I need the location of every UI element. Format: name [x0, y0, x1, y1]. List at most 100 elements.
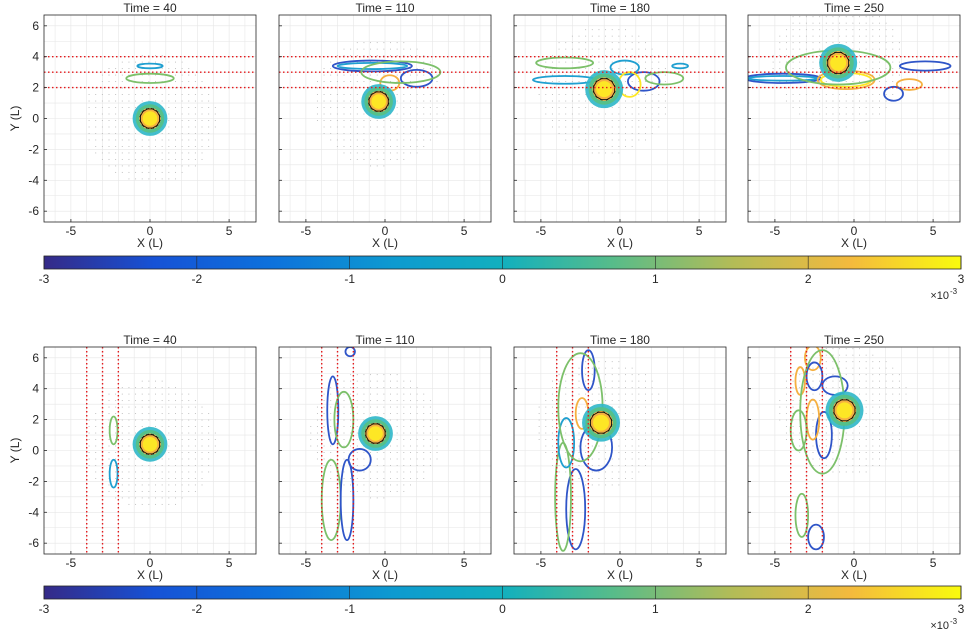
velocity-dot [825, 367, 827, 369]
vortex-arrows [139, 107, 161, 130]
velocity-dot [376, 74, 378, 76]
velocity-dot [605, 380, 607, 382]
velocity-dot [625, 374, 626, 376]
velocity-dot [644, 426, 646, 427]
velocity-dot [101, 413, 103, 415]
velocity-dot [121, 126, 123, 128]
velocity-dot [878, 29, 880, 31]
velocity-dot [194, 439, 196, 440]
velocity-dot [174, 61, 176, 63]
velocity-dot [121, 477, 123, 479]
velocity-dot [135, 100, 137, 102]
velocity-dot [88, 113, 90, 115]
velocity-dot [651, 426, 653, 427]
velocity-dot [538, 432, 540, 434]
velocity-dot [872, 465, 874, 466]
velocity-dot [194, 126, 196, 128]
velocity-dot [865, 367, 867, 369]
velocity-dot [558, 120, 560, 121]
velocity-dot [168, 452, 170, 453]
velocity-dot [128, 94, 130, 95]
velocity-dot [565, 393, 567, 395]
velocity-dot [551, 445, 553, 447]
velocity-dot [403, 48, 405, 50]
velocity-dot [832, 120, 834, 121]
velocity-dot [892, 29, 894, 31]
colorbar-tick-label: 2 [805, 602, 812, 616]
velocity-dot [121, 497, 123, 499]
velocity-dot [161, 400, 163, 402]
velocity-dot [161, 413, 163, 415]
velocity-dot [336, 465, 338, 466]
velocity-dot [383, 165, 385, 167]
velocity-dot [571, 400, 573, 402]
velocity-dot [625, 452, 626, 453]
velocity-dot [605, 477, 607, 479]
velocity-dot [638, 94, 640, 95]
velocity-dot [194, 471, 196, 473]
velocity-dot [565, 458, 567, 460]
velocity-dot [174, 74, 176, 76]
velocity-dot [323, 393, 325, 395]
velocity-dot [323, 406, 325, 408]
velocity-dot [155, 61, 156, 63]
velocity-dot [832, 29, 834, 31]
velocity-dot [188, 120, 190, 121]
velocity-dot [343, 439, 345, 440]
velocity-dot [872, 439, 874, 440]
velocity-dot [578, 139, 580, 141]
velocity-dot [832, 126, 834, 128]
velocity-dot [416, 139, 418, 141]
velocity-dot [101, 445, 103, 447]
velocity-dot [878, 16, 880, 18]
velocity-dot [416, 55, 418, 57]
velocity-dot [618, 465, 620, 466]
velocity-dot [363, 419, 365, 421]
velocity-dot [330, 61, 332, 63]
velocity-dot [812, 107, 814, 108]
velocity-dot [598, 35, 600, 37]
velocity-dot [396, 81, 398, 83]
velocity-dot [409, 48, 411, 50]
velocity-dot [181, 61, 183, 63]
velocity-dot [128, 477, 130, 479]
velocity-dot [121, 419, 123, 421]
velocity-dot [194, 426, 196, 427]
velocity-dot [396, 471, 398, 473]
velocity-dot [591, 465, 593, 466]
velocity-dot [785, 400, 787, 402]
velocity-dot [416, 445, 418, 447]
velocity-dot [330, 68, 332, 70]
velocity-dot [363, 452, 365, 453]
velocity-dot [618, 484, 620, 486]
velocity-dot [121, 439, 123, 440]
velocity-dot [121, 81, 123, 83]
velocity-dot [128, 100, 130, 102]
velocity-dot [201, 471, 203, 473]
velocity-dot [839, 445, 841, 447]
velocity-dot [174, 419, 176, 421]
velocity-dot [376, 477, 378, 479]
velocity-dot [403, 387, 405, 389]
velocity-dot [832, 94, 834, 95]
velocity-dot [141, 413, 143, 415]
velocity-dot [865, 458, 867, 460]
velocity-dot [115, 171, 117, 173]
velocity-dot [356, 406, 358, 408]
velocity-dot [88, 452, 90, 453]
velocity-dot [101, 87, 103, 89]
velocity-dot [383, 393, 385, 395]
velocity-dot [839, 458, 841, 460]
velocity-dot [121, 94, 123, 95]
velocity-dot [799, 380, 801, 382]
velocity-dot [416, 426, 418, 427]
velocity-dot [383, 126, 385, 128]
velocity-dot [611, 48, 613, 50]
velocity-dot [611, 55, 613, 57]
velocity-dot [558, 74, 560, 76]
velocity-dot [545, 400, 547, 402]
velocity-dot [363, 48, 365, 50]
velocity-dot [638, 100, 640, 102]
velocity-dot [343, 471, 345, 473]
velocity-dot [551, 87, 553, 89]
